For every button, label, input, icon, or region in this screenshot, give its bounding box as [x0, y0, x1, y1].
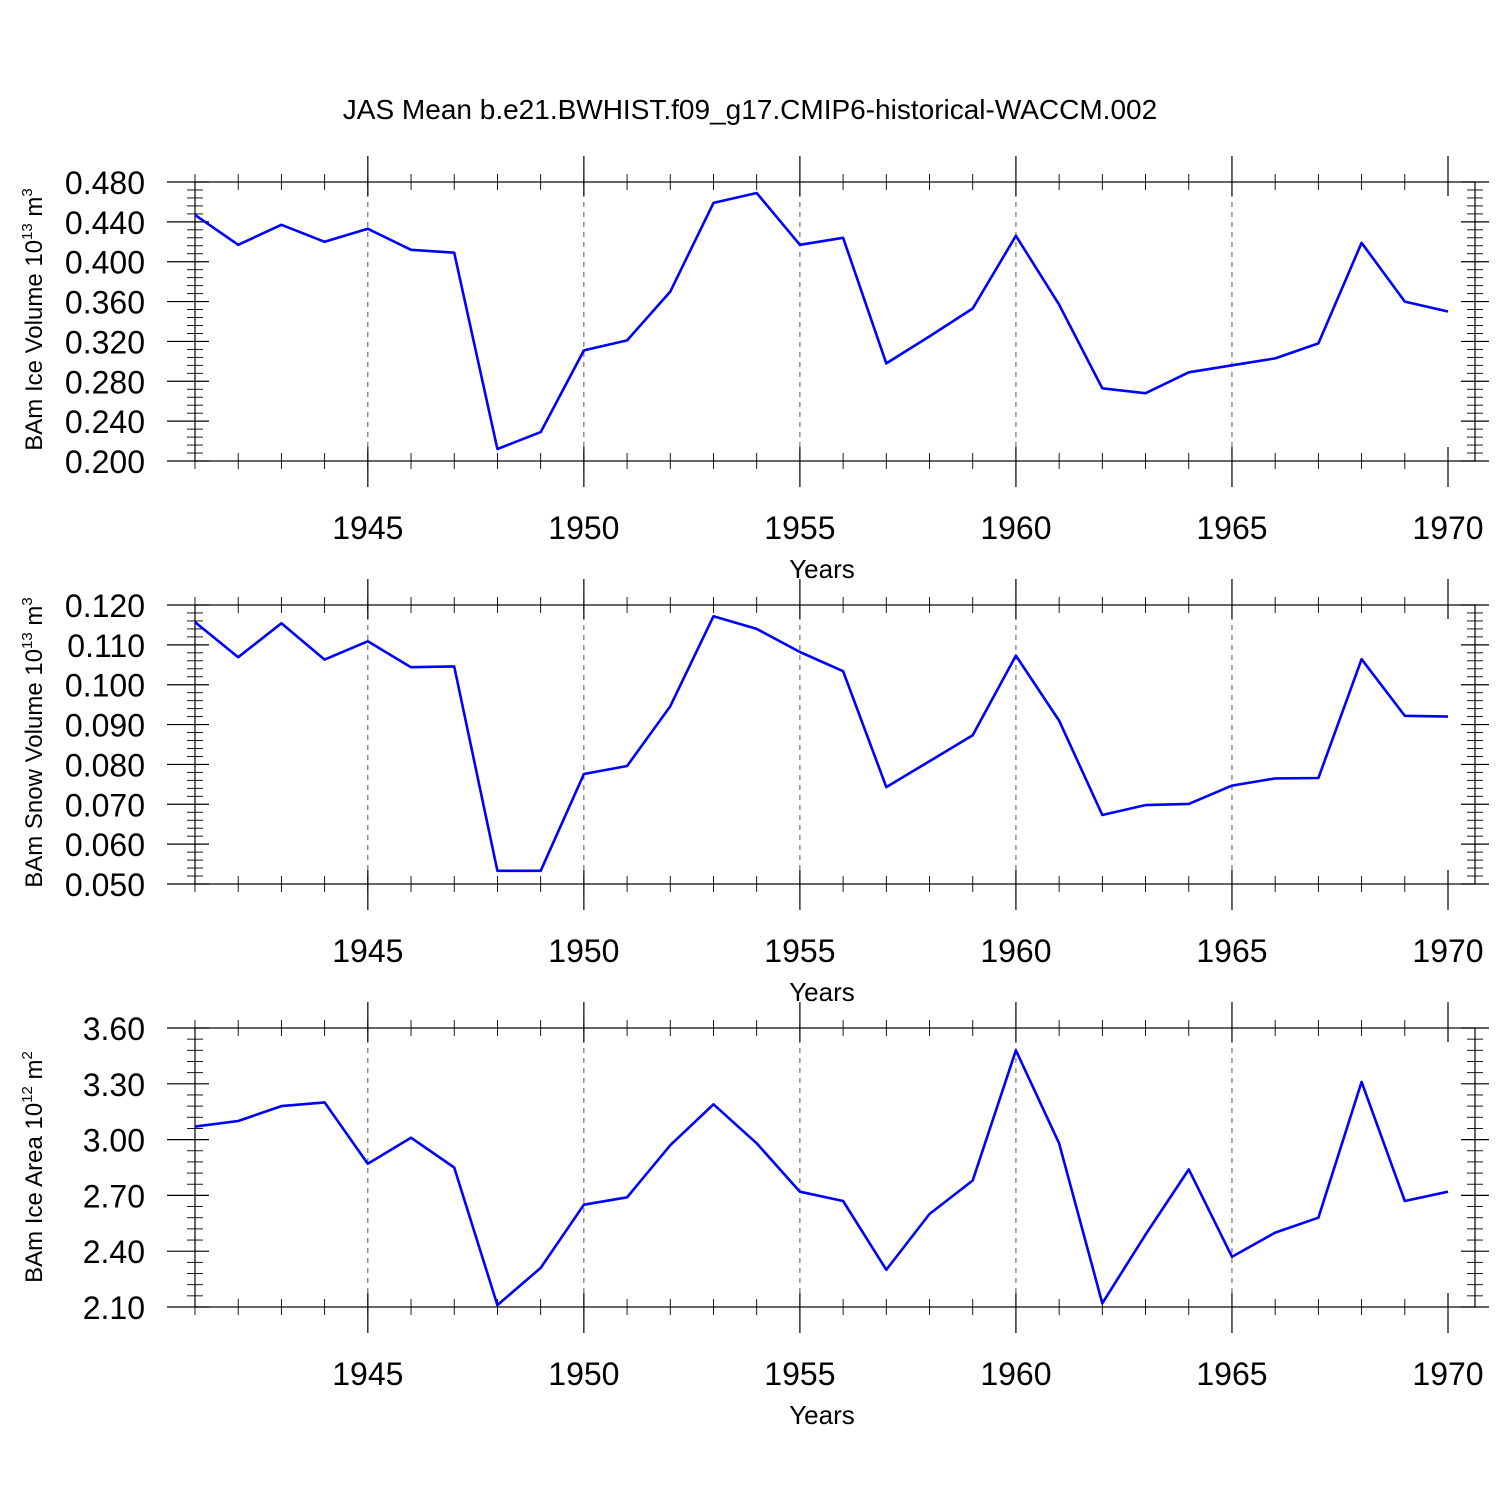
x-tick-label: 1955: [764, 933, 835, 969]
panel-1: 1945 1950 1955 1960 1965 1970 0.200 0.240 0.280 0…: [19, 156, 1489, 584]
y-tick-label: 2.70: [83, 1178, 145, 1214]
x-tick-label: 1970: [1412, 1356, 1483, 1392]
x-tick-label: 1945: [332, 1356, 403, 1392]
y-tick-label: 0.120: [65, 588, 145, 624]
x-tick-label: 1950: [548, 510, 619, 546]
series-line: [194, 1049, 1449, 1307]
y-tick-label: 3.00: [83, 1123, 145, 1159]
plot-frame: [194, 1027, 1476, 1308]
y-tick-label: 0.240: [65, 404, 145, 440]
x-tick-label: 1955: [764, 1356, 835, 1392]
x-tick-label: 1960: [980, 1356, 1051, 1392]
y-tick-label: 2.40: [83, 1234, 145, 1270]
y-tick-label: 0.110: [67, 628, 145, 664]
y-axis-label: BAm Ice Area 1012 m2: [19, 1051, 48, 1283]
x-tick-label: 1965: [1196, 510, 1267, 546]
y-axis-label: BAm Ice Volume 1013 m3: [19, 188, 48, 450]
y-tick-label: 0.100: [65, 668, 145, 704]
x-tick-label: 1950: [548, 933, 619, 969]
panel-2: 1945 1950 1955 1960 1965 1970 0.050 0.060 0.070 0…: [19, 579, 1489, 1007]
y-tick-label: 0.090: [65, 708, 145, 744]
y-axis-label: BAm Snow Volume 1013 m3: [19, 597, 48, 888]
y-tick-label: 0.060: [65, 827, 145, 863]
series-line: [194, 191, 1449, 451]
y-tick-label: 0.070: [65, 787, 145, 823]
series-line: [194, 614, 1449, 873]
x-tick-label: 1970: [1412, 933, 1483, 969]
x-tick-label: 1960: [980, 933, 1051, 969]
y-tick-label: 0.280: [65, 364, 145, 400]
x-axis-label: Years: [789, 1400, 855, 1430]
y-tick-label: 3.60: [83, 1011, 145, 1047]
y-tick-label: 0.440: [65, 205, 145, 241]
x-tick-label: 1960: [980, 510, 1051, 546]
y-tick-label: 0.320: [65, 324, 145, 360]
y-tick-label: 0.360: [65, 285, 145, 321]
panel-3: 1945 1950 1955 1960 1965 1970 2.10 2.40 2.70 3.00…: [19, 1002, 1489, 1430]
y-tick-label: 0.080: [65, 747, 145, 783]
x-axis-label: Years: [789, 554, 855, 584]
y-tick-label: 3.30: [83, 1067, 145, 1103]
y-tick-label: 0.480: [65, 165, 145, 201]
x-tick-label: 1955: [764, 510, 835, 546]
y-tick-label: 2.10: [83, 1290, 145, 1326]
y-tick-label: 0.050: [65, 867, 145, 903]
chart-title: JAS Mean b.e21.BWHIST.f09_g17.CMIP6-hist…: [343, 94, 1157, 125]
x-axis-label: Years: [789, 977, 855, 1007]
x-tick-label: 1965: [1196, 933, 1267, 969]
plot-frame: [194, 604, 1476, 885]
x-tick-label: 1965: [1196, 1356, 1267, 1392]
x-tick-label: 1950: [548, 1356, 619, 1392]
x-tick-label: 1945: [332, 933, 403, 969]
plot-frame: [194, 181, 1476, 462]
x-tick-label: 1970: [1412, 510, 1483, 546]
y-tick-label: 0.400: [65, 245, 145, 281]
x-tick-label: 1945: [332, 510, 403, 546]
y-tick-label: 0.200: [65, 444, 145, 480]
